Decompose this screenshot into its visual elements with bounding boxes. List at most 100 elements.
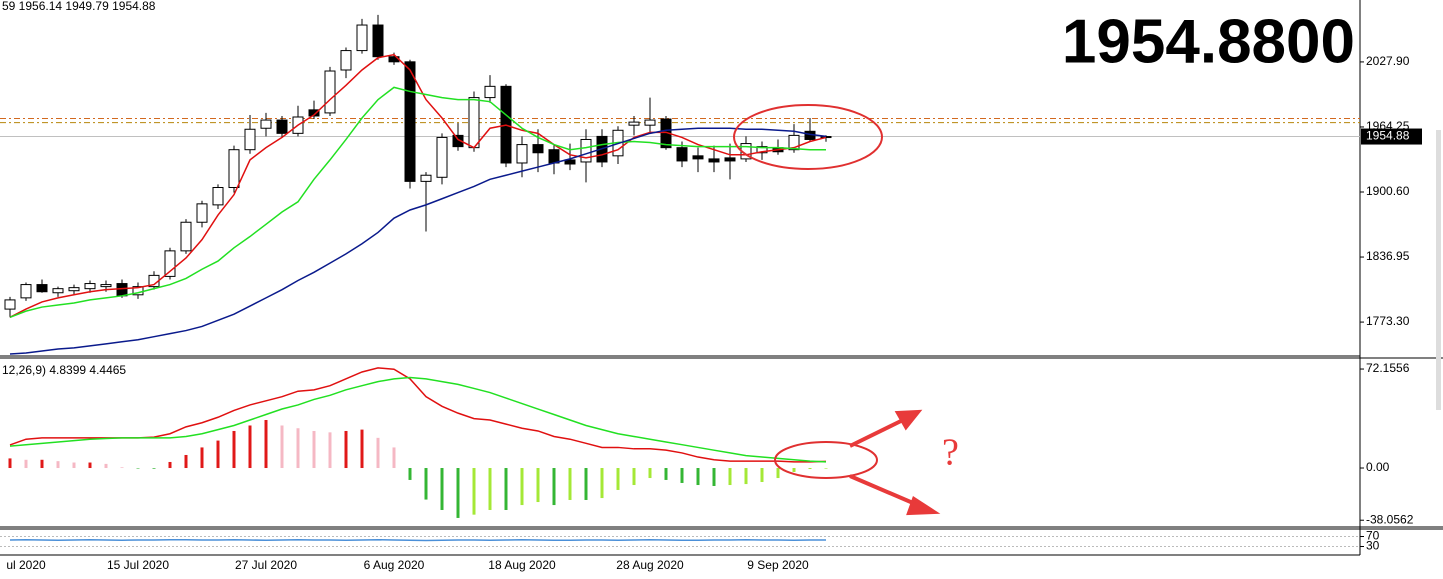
histogram-bar <box>648 468 652 479</box>
histogram-bar <box>760 468 764 483</box>
histogram-bar <box>808 468 812 469</box>
histogram-bar <box>40 459 44 469</box>
candle-body <box>260 119 272 129</box>
candle-body <box>20 284 32 299</box>
histogram-bar <box>296 428 300 469</box>
histogram-bar <box>792 468 796 472</box>
histogram-bar <box>664 468 668 480</box>
candle-body <box>100 284 112 288</box>
x-tick-label: 6 Aug 2020 <box>364 558 425 572</box>
candle-body <box>548 149 560 164</box>
histogram-bar <box>552 468 556 506</box>
macd-header: 12,26,9) 4.8399 4.4465 <box>2 363 126 377</box>
histogram-bar <box>744 468 748 485</box>
histogram-bar <box>168 461 172 469</box>
candle-body <box>244 128 256 151</box>
histogram-bar <box>136 468 140 469</box>
x-tick-label: ul 2020 <box>6 558 46 572</box>
moving-average <box>9 53 827 318</box>
candle-body <box>164 250 176 277</box>
histogram-bar <box>88 462 92 469</box>
candle-body <box>724 157 736 162</box>
x-tick-label: 27 Jul 2020 <box>235 558 297 572</box>
y-tick-label: 30 <box>1366 539 1380 553</box>
last-price-box <box>1361 128 1422 145</box>
histogram-bar <box>360 429 364 469</box>
indicator-line <box>9 538 826 542</box>
candle-body <box>708 158 720 163</box>
candle-body <box>356 24 368 52</box>
candle-body <box>564 159 576 165</box>
candle-body <box>372 24 384 58</box>
candle-body <box>436 136 448 178</box>
histogram-bar <box>328 432 332 469</box>
histogram-bar <box>616 468 620 490</box>
candle-body <box>644 119 656 126</box>
histogram-bar <box>488 468 492 510</box>
x-tick-label: 18 Aug 2020 <box>488 558 556 572</box>
candle-body <box>196 203 208 223</box>
candle-body <box>420 174 432 182</box>
histogram-bar <box>72 462 76 469</box>
histogram-bar <box>8 458 12 469</box>
histogram-bar <box>600 468 604 499</box>
y-tick-label: 72.1556 <box>1366 361 1410 375</box>
histogram-bar <box>392 447 396 469</box>
candle-body <box>676 147 688 162</box>
candle-body <box>788 134 800 151</box>
histogram-bar <box>632 468 636 486</box>
candle-body <box>628 121 640 126</box>
y-tick-label: -38.0562 <box>1366 512 1414 526</box>
histogram-bar <box>568 468 572 500</box>
candle-body <box>308 109 320 117</box>
histogram-bar <box>536 468 540 503</box>
big-price: 1954.8800 <box>1062 7 1355 76</box>
histogram-bar <box>520 468 524 506</box>
candle-body <box>484 85 496 99</box>
histogram-bar <box>440 468 444 510</box>
candle-body <box>68 287 80 292</box>
histogram-bar <box>264 420 268 469</box>
histogram-bar <box>56 461 60 469</box>
highlight-ellipse <box>733 104 883 170</box>
candle-body <box>84 283 96 290</box>
candle-body <box>180 221 192 252</box>
histogram-bar <box>728 468 732 486</box>
candle-body <box>468 97 480 149</box>
histogram-bar <box>216 440 220 469</box>
histogram-bar <box>200 447 204 469</box>
histogram-bar <box>152 468 156 469</box>
arrow-down <box>849 474 921 508</box>
histogram-bar <box>232 430 236 469</box>
candle-body <box>580 138 592 163</box>
histogram-bar <box>712 468 716 486</box>
y-tick-label: 70 <box>1366 529 1380 543</box>
highlight-ellipse <box>774 441 878 479</box>
histogram-bar <box>312 430 316 469</box>
scrollbar <box>1436 130 1441 410</box>
candle-body <box>516 144 528 164</box>
histogram-bar <box>456 468 460 518</box>
arrows <box>849 409 941 516</box>
arrow-head <box>894 409 923 431</box>
histogram-bar <box>824 468 828 469</box>
candle-body <box>36 284 48 293</box>
candle-body <box>212 187 224 206</box>
candle-body <box>692 155 704 160</box>
x-tick-label: 9 Sep 2020 <box>747 558 809 572</box>
y-tick-label: 2027.90 <box>1366 54 1410 68</box>
histogram-bar <box>24 459 28 469</box>
candle-body <box>52 288 64 294</box>
question-mark: ? <box>942 432 959 474</box>
candle-body <box>452 134 464 148</box>
histogram-bar <box>120 467 124 469</box>
candle-body <box>276 119 288 134</box>
plot: 2027.901964.251900.601836.951773.301954.… <box>0 14 1422 572</box>
histogram-bar <box>472 468 476 515</box>
histogram-bar <box>696 468 700 486</box>
histogram-bar <box>376 437 380 469</box>
histogram-bar <box>344 430 348 469</box>
histogram-bar <box>504 468 508 510</box>
